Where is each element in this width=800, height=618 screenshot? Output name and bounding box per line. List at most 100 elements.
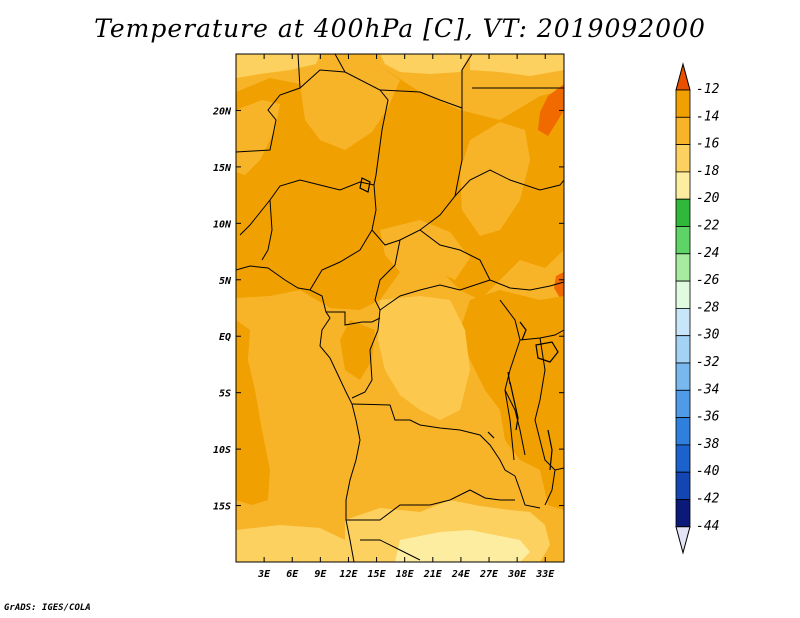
colorbar-segment [675, 335, 691, 364]
colorbar-label: -38 [696, 437, 720, 452]
lat-axis: 20N 15N 10N 5N EQ 5S 10S 15S [212, 106, 564, 513]
colorbar-label: -16 [696, 137, 720, 152]
lat-tick: EQ [219, 332, 564, 343]
lon-tick: 9E [314, 54, 327, 580]
border-7 [239, 179, 375, 236]
colorbar-segment [675, 89, 691, 118]
field-region-light-center [380, 220, 470, 280]
lat-tick-label: 15N [213, 163, 232, 174]
lon-tick-label: 18E [396, 569, 415, 580]
border-4 [379, 89, 463, 160]
lon-tick-label: 30E [507, 569, 527, 580]
lake-malawi [547, 429, 553, 471]
lat-tick-label: 15S [213, 502, 231, 513]
lon-tick-label: 15E [368, 569, 387, 580]
lon-tick: 12E [339, 54, 358, 580]
colorbar-segment [675, 307, 691, 337]
border-23 [519, 329, 565, 341]
footer-credit: GrADS: IGES/COLA [4, 603, 91, 613]
border-11 [454, 169, 565, 197]
lon-tick: 21E [423, 54, 443, 580]
border-5 [461, 53, 473, 108]
border-16 [351, 309, 381, 399]
lat-tick-label: 10N [213, 219, 232, 230]
lon-tick: 33E [535, 54, 555, 580]
lon-axis: 3E 6E 9E 12E 15E 18E 21E 24E 27E 30E 33E [257, 54, 555, 580]
lon-tick: 24E [451, 54, 471, 580]
border-25 [504, 389, 515, 461]
field-region-yellow-top [380, 54, 470, 74]
colorbar-segment [675, 471, 691, 500]
lon-tick: 18E [396, 54, 415, 580]
field-region-yellow-topleft [236, 54, 320, 78]
colorbar-label: -44 [696, 519, 719, 534]
lat-tick: 5S [219, 389, 564, 400]
border-24 [534, 337, 565, 471]
field-region-yellow-sw [236, 525, 345, 562]
field-region-dark-congo [340, 320, 375, 380]
colorbar-segment [675, 226, 691, 255]
colorbar: -12 -14 -16 -18 -20 -22 -24 -26 -28 -30 -32 -34 -36 -… [675, 62, 720, 555]
lon-tick: 6E [286, 54, 299, 580]
temperature-field [236, 54, 564, 562]
border-1 [235, 69, 389, 186]
colorbar-label: -42 [696, 492, 720, 507]
colorbar-segment [675, 116, 691, 146]
border-8 [261, 199, 273, 261]
lat-tick-label: 5N [219, 276, 232, 287]
colorbar-segment [675, 444, 691, 473]
field-region-light-north [300, 62, 400, 150]
lat-tick: 15S [213, 502, 564, 513]
coastline-west [235, 265, 361, 563]
lon-tick-label: 21E [423, 569, 443, 580]
colorbar-segment [675, 499, 691, 528]
border-12 [374, 239, 401, 311]
colorbar-label: -18 [696, 164, 720, 179]
border-9 [309, 184, 377, 291]
border-26 [544, 469, 556, 506]
colorbar-segment [675, 144, 691, 173]
border-27 [362, 317, 381, 323]
colorbar-label: -20 [696, 191, 720, 206]
colorbar-segment [675, 389, 691, 418]
colorbar-segment [675, 362, 691, 391]
lat-tick-label: 20N [212, 106, 232, 117]
lon-tick: 3E [257, 54, 271, 580]
colorbar-top-triangle [675, 62, 691, 91]
lake-kivu [507, 371, 511, 385]
border-17 [351, 403, 516, 477]
lakes [359, 177, 559, 471]
colorbar-segment [675, 171, 691, 200]
colorbar-segment [675, 198, 691, 227]
colorbar-label: -30 [696, 328, 720, 343]
colorbar-label: -12 [696, 82, 720, 97]
colorbar-segment [675, 280, 691, 309]
field-region-yellow-top2 [470, 54, 564, 76]
colorbar-label: -22 [696, 219, 720, 234]
border-20 [360, 539, 421, 561]
lon-tick-label: 27E [479, 569, 499, 580]
country-borders [235, 53, 565, 563]
border-18 [514, 475, 541, 509]
border-15 [326, 311, 363, 326]
border-19 [346, 489, 471, 521]
lon-tick-label: 24E [451, 569, 471, 580]
lake-albert [519, 321, 527, 341]
lon-tick-label: 3E [257, 569, 271, 580]
lat-tick-label: EQ [219, 332, 231, 343]
colorbar-bottom-triangle [675, 526, 691, 555]
colorbar-segment [675, 417, 691, 446]
border-2 [297, 53, 301, 89]
lon-tick-label: 33E [535, 569, 555, 580]
field-region-red-ne [538, 84, 564, 136]
lon-tick-label: 12E [339, 569, 358, 580]
field-region-basin [378, 296, 470, 420]
colorbar-label: -26 [696, 273, 720, 288]
lat-tick: 10N [213, 219, 564, 230]
lake-tanganyika [509, 381, 519, 431]
colorbar-segment [675, 253, 691, 282]
lat-tick: 10S [213, 445, 564, 456]
colorbar-label: -28 [696, 300, 720, 315]
lon-tick: 30E [507, 54, 527, 580]
